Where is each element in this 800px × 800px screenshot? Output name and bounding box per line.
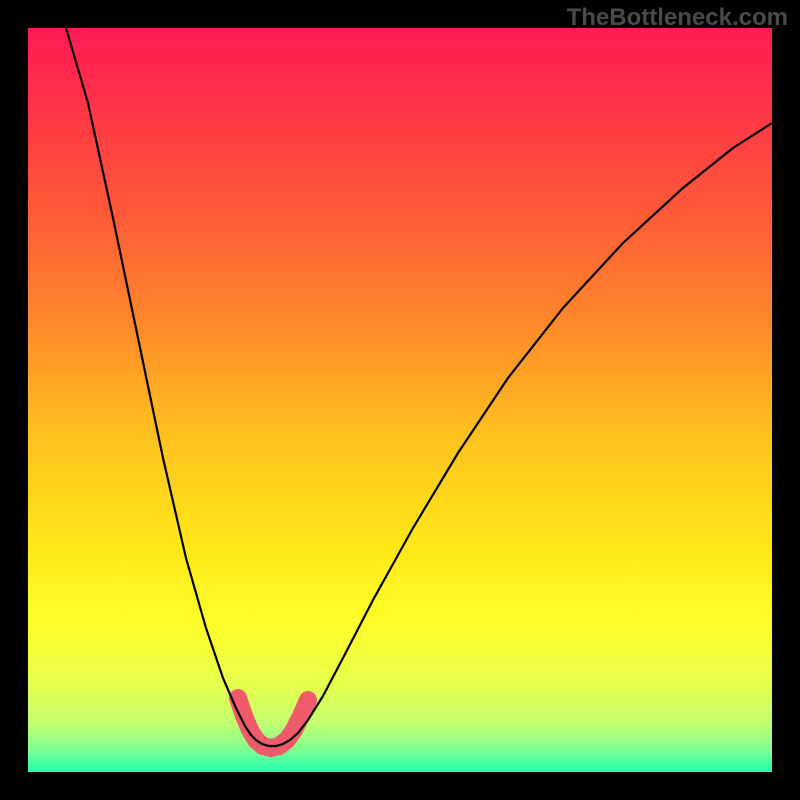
watermark-text: TheBottleneck.com bbox=[567, 4, 788, 32]
plot-area bbox=[28, 28, 772, 772]
dip-marker bbox=[238, 698, 308, 748]
curve-layer bbox=[28, 28, 772, 772]
bottleneck-curve bbox=[66, 28, 772, 746]
chart-frame: TheBottleneck.com bbox=[0, 0, 800, 800]
